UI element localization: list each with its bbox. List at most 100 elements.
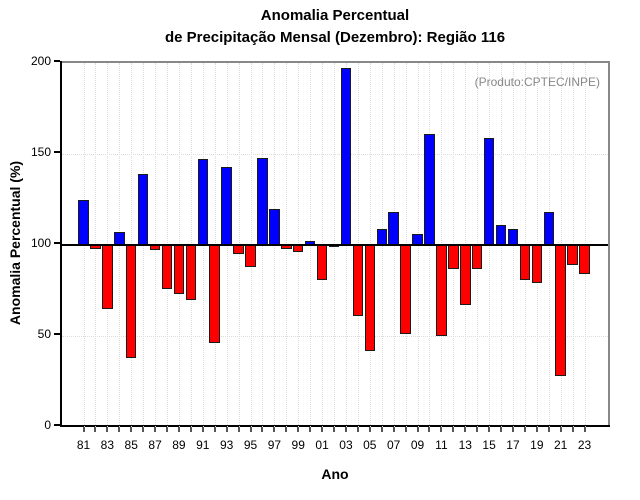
bar-2015 <box>483 137 495 245</box>
x-tick-label: 91 <box>196 438 210 452</box>
x-tick-label: 83 <box>100 438 115 452</box>
x-tick <box>94 427 97 432</box>
bar-2013 <box>460 245 471 306</box>
bar-2014 <box>471 245 483 269</box>
x-tick <box>476 427 479 432</box>
bar-1989 <box>173 245 185 295</box>
bar-2021 <box>555 245 566 377</box>
product-annotation: (Produto:CPTEC/INPE) <box>474 75 600 89</box>
x-tick <box>309 427 312 432</box>
y-tick-label: 100 <box>30 236 51 250</box>
x-tick-label: 23 <box>577 438 592 452</box>
y-tick <box>54 424 60 426</box>
bar-2018 <box>519 245 531 280</box>
x-tick-label: 05 <box>363 438 377 452</box>
x-tick-label: 85 <box>124 438 138 452</box>
chart-title-line1: Anomalia Percentual <box>260 7 410 24</box>
bar-1985 <box>125 245 137 358</box>
bar-2017 <box>507 228 519 245</box>
x-tick <box>273 427 276 432</box>
x-tick <box>344 427 347 432</box>
x-tick <box>380 427 383 432</box>
x-tick <box>559 427 562 432</box>
x-tick <box>535 427 538 432</box>
x-tick-label: 09 <box>410 438 425 452</box>
bar-2005 <box>364 245 376 351</box>
x-tick-label: 17 <box>506 438 520 452</box>
x-tick <box>82 427 85 432</box>
y-tick-label: 200 <box>30 54 51 68</box>
x-tick <box>130 427 133 432</box>
x-tick-label: 81 <box>76 438 91 452</box>
x-tick-label: 87 <box>148 438 162 452</box>
x-tick <box>523 427 526 432</box>
bar-2016 <box>495 224 507 245</box>
x-tick <box>416 427 419 432</box>
x-tick-label: 21 <box>554 438 568 452</box>
x-tick-label: 01 <box>315 438 329 452</box>
bar-2001 <box>316 245 328 280</box>
bar-1992 <box>209 245 220 344</box>
x-tick <box>404 427 407 432</box>
x-tick-label: 07 <box>386 438 401 452</box>
bar-1988 <box>161 245 173 289</box>
bar-2020 <box>543 212 555 245</box>
bar-1986 <box>137 174 149 245</box>
x-tick-label: 89 <box>172 438 186 452</box>
y-axis-line <box>60 61 62 425</box>
bar-1994 <box>233 245 244 255</box>
y-tick-label: 150 <box>30 145 51 159</box>
bar-2023 <box>579 245 590 275</box>
x-tick <box>500 427 503 432</box>
x-tick <box>392 427 395 432</box>
x-tick-label: 99 <box>291 438 305 452</box>
x-tick <box>356 427 359 432</box>
bar-2008 <box>400 245 411 335</box>
bar-2022 <box>567 245 578 266</box>
x-tick-label: 03 <box>339 438 353 452</box>
y-gridline <box>62 336 608 337</box>
y-gridline <box>62 154 608 155</box>
x-tick <box>571 427 574 432</box>
bar-1981 <box>78 199 89 245</box>
x-tick <box>464 427 467 432</box>
x-tick <box>189 427 192 432</box>
bar-1993 <box>221 166 232 245</box>
x-tick <box>440 427 443 432</box>
x-tick-label: 95 <box>243 438 258 452</box>
y-tick <box>54 151 60 153</box>
x-tick <box>511 427 514 432</box>
x-tick <box>285 427 288 432</box>
y-tick <box>54 333 60 335</box>
x-tick <box>118 427 121 432</box>
x-tick <box>428 427 431 432</box>
bar-1996 <box>257 157 268 245</box>
x-tick <box>249 427 252 432</box>
x-tick-label: 93 <box>219 438 234 452</box>
baseline-100 <box>62 244 608 246</box>
x-tick <box>106 427 109 432</box>
x-tick-label: 19 <box>530 438 544 452</box>
bar-2006 <box>376 228 387 245</box>
y-tick-label: 50 <box>37 327 51 341</box>
y-tick-label: 0 <box>44 418 51 432</box>
x-tick <box>321 427 324 432</box>
bar-1991 <box>197 159 209 245</box>
x-tick <box>177 427 180 432</box>
x-tick <box>452 427 455 432</box>
x-tick <box>225 427 228 432</box>
bar-1983 <box>102 245 113 309</box>
chart-title-line2: de Precipitação Mensal (Dezembro): Regiã… <box>164 29 506 46</box>
x-tick <box>237 427 240 432</box>
x-axis-title: Ano <box>321 466 349 482</box>
x-tick <box>333 427 336 432</box>
bar-2010 <box>424 133 435 245</box>
bar-2019 <box>531 245 543 284</box>
bar-2011 <box>436 245 447 336</box>
x-tick <box>547 427 550 432</box>
x-tick-label: 15 <box>482 438 496 452</box>
bar-1999 <box>292 245 304 253</box>
x-tick <box>583 427 586 432</box>
plot-area: (Produto:CPTEC/INPE) <box>62 61 610 427</box>
